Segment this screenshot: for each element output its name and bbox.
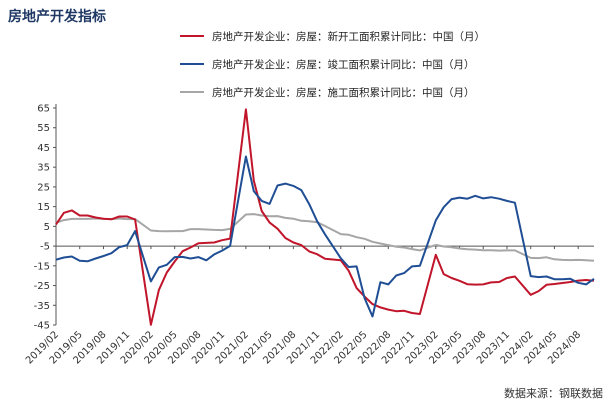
legend-item-construction: 房地产开发企业：房屋：施工面积累计同比：中国（月） (180, 78, 485, 106)
y-tick-label: 5 (44, 222, 50, 233)
y-tick-label: -5 (40, 242, 50, 253)
y-tick-label: -35 (34, 301, 50, 312)
series-line-2 (55, 213, 595, 262)
y-tick-label: 15 (37, 202, 50, 213)
legend: 房地产开发企业：房屋：新开工面积累计同比：中国（月） 房地产开发企业：房屋：竣工… (180, 22, 485, 106)
legend-swatch-construction (180, 91, 204, 93)
y-axis: -45 -35 -25 -15 -5 5 15 25 35 45 55 65 (34, 104, 57, 332)
y-tick-label: 55 (37, 123, 50, 134)
x-axis: 2019/022019/052019/082019/112020/022020/… (24, 245, 594, 366)
legend-label-construction: 房地产开发企业：房屋：施工面积累计同比：中国（月） (212, 86, 475, 99)
legend-item-completed: 房地产开发企业：房屋：竣工面积累计同比：中国（月） (180, 50, 485, 78)
y-tick-label: 45 (37, 143, 50, 154)
series-line-0 (55, 108, 595, 326)
legend-label-new-start: 房地产开发企业：房屋：新开工面积累计同比：中国（月） (212, 30, 485, 43)
y-tick-label: 25 (37, 182, 50, 193)
legend-item-new-start: 房地产开发企业：房屋：新开工面积累计同比：中国（月） (180, 22, 485, 50)
chart-title: 房地产开发指标 (8, 9, 106, 25)
legend-swatch-completed (180, 63, 204, 65)
y-tick-label: 65 (37, 104, 50, 115)
y-tick-label: -15 (34, 261, 50, 272)
source-note: 数据来源：钢联数据 (504, 387, 603, 400)
series-line-1 (55, 155, 595, 318)
y-tick-label: -25 (34, 281, 50, 292)
y-tick-label: 35 (37, 163, 50, 174)
y-tick-label: -45 (34, 321, 50, 332)
legend-swatch-new-start (180, 35, 204, 37)
series-layer (55, 108, 595, 326)
legend-label-completed: 房地产开发企业：房屋：竣工面积累计同比：中国（月） (212, 58, 475, 71)
